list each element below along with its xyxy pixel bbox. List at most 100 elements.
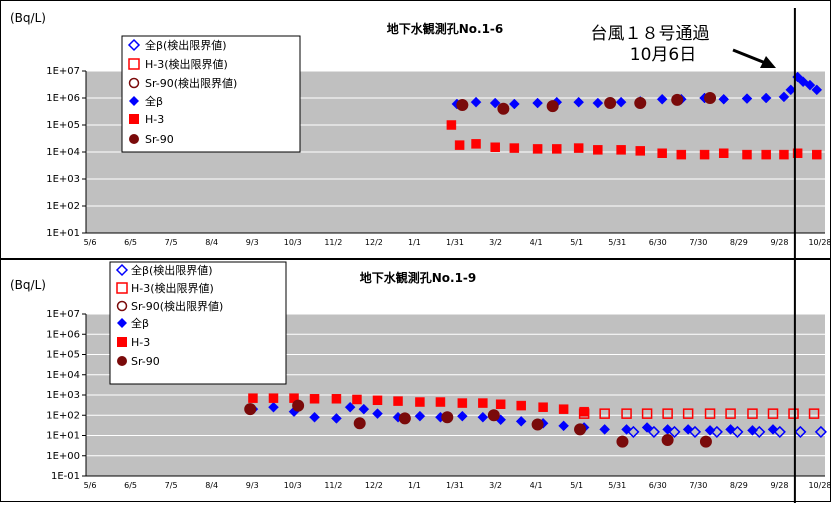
data-point: [671, 93, 684, 106]
data-point: [682, 408, 694, 419]
chart2-legend-beta-dl: 全β(検出限界値): [131, 263, 213, 277]
data-point: [515, 415, 527, 427]
x-tick-label: 8/29: [730, 238, 748, 247]
data-point: [753, 425, 766, 438]
data-point: [760, 92, 772, 104]
data-point: [573, 143, 584, 153]
data-point: [309, 394, 320, 404]
data-point: [794, 425, 807, 438]
x-tick-label: 1/31: [446, 238, 464, 247]
data-point: [792, 148, 803, 158]
data-point: [558, 420, 569, 432]
y-tick-label: 1E+03: [46, 174, 80, 185]
chart2-legend-sr-dl: Sr-90(検出限界値): [131, 299, 223, 313]
data-point: [471, 139, 481, 149]
data-point: [456, 410, 468, 422]
data-point: [414, 410, 426, 422]
x-tick-label: 1/31: [446, 481, 464, 490]
y-tick-label: 1E+01: [46, 228, 80, 239]
legend-circle-open-icon: [128, 77, 140, 89]
x-tick-label: 6/30: [649, 481, 667, 490]
x-tick-label: 7/5: [165, 481, 178, 490]
chart2-y-ticks: 1E+07 1E+06 1E+05 1E+04 1E+03 1E+02 1E+01 1E+00…: [46, 309, 87, 482]
legend2-square-icon: [117, 337, 127, 347]
chart1-legend-h3: H-3: [145, 113, 164, 126]
legend2-circle-open-icon: [116, 300, 128, 312]
chart2-points: [244, 393, 827, 448]
data-point: [647, 425, 660, 438]
data-point: [435, 397, 446, 407]
data-point: [509, 143, 520, 153]
chart1-legend-sr-dl: Sr-90(検出限界値): [145, 76, 237, 90]
legend2-square-open-icon: [116, 282, 128, 294]
x-tick-label: 3/2: [489, 481, 502, 490]
x-tick-label: 4/1: [530, 481, 543, 490]
data-point: [599, 408, 610, 419]
data-point: [811, 84, 823, 96]
y-tick-label: 1E+06: [46, 93, 80, 104]
legend-diamond-icon: [129, 96, 139, 106]
x-tick-label: 12/2: [365, 238, 383, 247]
x-tick-label: 7/5: [165, 238, 178, 247]
x-tick-label: 5/6: [84, 238, 97, 247]
data-point: [531, 418, 544, 431]
data-point: [538, 402, 548, 412]
x-tick-label: 10/28: [808, 481, 831, 490]
chart2-x-ticks: 5/6 6/5 7/5 8/4 9/3 10/3 11/2 12/2 1/1 1/31 3/2 4/1…: [84, 475, 832, 490]
data-point: [532, 144, 543, 154]
data-point: [662, 408, 673, 419]
data-point: [456, 99, 469, 112]
data-point: [699, 435, 712, 448]
x-tick-label: 9/3: [246, 238, 259, 247]
x-tick-label: 6/5: [124, 481, 137, 490]
data-point: [808, 408, 820, 419]
data-point: [704, 92, 717, 104]
data-point: [454, 140, 465, 150]
annotation-arrow-icon: [732, 48, 776, 68]
x-tick-label: 10/28: [808, 238, 831, 247]
data-point: [248, 393, 258, 403]
x-tick-label: 5/31: [608, 481, 626, 490]
x-tick-label: 11/2: [324, 238, 342, 247]
x-tick-label: 5/1: [570, 238, 583, 247]
y-tick-label: 1E+03: [46, 390, 80, 401]
data-point: [344, 401, 356, 413]
data-point: [244, 403, 257, 416]
chart2-title: 地下水観測孔No.1-9: [360, 270, 477, 285]
data-point: [676, 149, 687, 160]
data-point: [656, 93, 668, 105]
data-point: [372, 395, 383, 406]
data-point: [552, 144, 562, 154]
typhoon-annotation-line1: 台風１８号通過: [591, 24, 710, 44]
data-point: [804, 79, 816, 91]
data-point: [767, 408, 779, 419]
x-tick-label: 5/6: [84, 481, 97, 490]
data-point: [761, 149, 771, 160]
data-point: [616, 435, 629, 448]
data-point: [615, 96, 627, 108]
data-point: [292, 399, 305, 412]
data-point: [508, 98, 520, 110]
data-point: [661, 433, 674, 446]
y-tick-label: 1E+07: [46, 66, 80, 77]
chart2-legend-h3-dl: H-3(検出限界値): [131, 281, 214, 295]
data-point: [352, 394, 362, 405]
x-tick-label: 7/30: [689, 238, 707, 247]
x-tick-label: 1/1: [408, 238, 421, 247]
data-point: [268, 401, 279, 413]
chart2-legend-h3: H-3: [131, 336, 150, 349]
data-point: [616, 145, 626, 155]
data-point: [788, 408, 799, 419]
data-point: [718, 93, 730, 105]
chart2-legend: 全β(検出限界値) H-3(検出限界値) Sr-90(検出限界値) 全β H-3…: [109, 261, 287, 385]
data-point: [497, 102, 510, 115]
data-point: [657, 148, 667, 158]
data-point: [331, 413, 342, 424]
data-point: [688, 425, 702, 438]
data-point: [490, 142, 500, 152]
x-tick-label: 9/28: [770, 481, 788, 490]
x-tick-label: 5/31: [608, 238, 626, 247]
data-point: [578, 408, 590, 419]
data-point: [532, 97, 543, 109]
